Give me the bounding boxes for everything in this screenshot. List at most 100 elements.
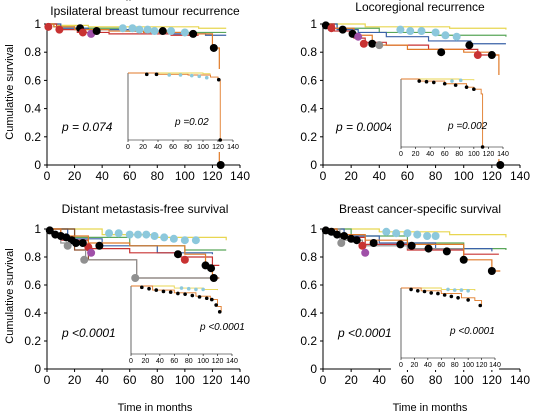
inset-3-censor-mark [179,286,184,290]
inset-2-x-tick-label: 120 [483,151,495,158]
inset-4-x-tick-label: 140 [489,362,501,369]
inset-4-x-tick-label: 80 [451,362,459,369]
inset-p-value-label: p =0.02 [174,117,209,128]
panel-1-censor-mark [189,29,198,38]
inset-4-censor-mark [459,288,464,292]
panel-2-censor-mark [375,41,384,50]
panel-2-y-tick-label: 0.4 [300,102,317,116]
inset-1-censor-mark [218,138,223,142]
inset-background [391,75,507,159]
panel-4-censor-mark [333,230,342,239]
panel-3-x-tick-label: 40 [95,373,109,387]
inset-1-x-tick-label: 40 [154,144,162,151]
inset-3-censor-mark [183,292,187,296]
panel-1-censor-mark [150,27,159,36]
inset-3-x-tick-label: 0 [129,358,133,365]
inset-1-x-tick-label: 20 [139,144,147,151]
panel-3-x-tick-label: 20 [68,373,82,387]
panel-2-censor-mark [338,25,347,34]
inset-3-censor-mark [204,296,209,301]
inset-2-x-tick-label: 80 [455,151,463,158]
inset-1-censor-mark [144,72,149,77]
inset-2-censor-mark [472,87,476,91]
panel-1-y-tick-label: 1 [34,17,41,31]
panel-4-censor-mark [442,247,451,256]
panel-4-x-tick-label: 60 [401,373,415,387]
panel-2-censor-mark [473,51,482,60]
panel-3-censor-mark [45,226,54,235]
inset-background [391,284,499,370]
panel-1-censor-mark [118,24,127,33]
inset-3-x-tick-label: 60 [170,358,178,365]
inset-4-censor-mark [466,298,470,302]
ylabel-top: Cumulative survival [4,44,16,139]
p-value-label: p = 0.0004 [335,120,393,134]
panel-4-censor-mark [459,255,468,264]
inset-3-censor-mark [214,303,218,307]
inset-2-censor-mark [464,85,469,89]
panel-1-y-tick-label: 0.6 [24,73,41,87]
inset-2-censor-mark [417,79,422,83]
inset-1-x-tick-label: 120 [212,144,224,151]
inset-4-x-tick-label: 0 [399,362,403,369]
inset-4: 0204060801001201401p <0.0001 [391,0,501,370]
panel-4-censor-mark [487,267,496,275]
inset-4-x-tick-label: 20 [411,362,419,369]
panel-2-y-tick-label: 0.8 [300,45,317,59]
panel-title: Breast cancer-specific survival [339,202,501,216]
inset-3-censor-mark [186,286,191,291]
inset-3-x-tick-label: 80 [185,358,193,365]
inset-1-censor-mark [216,77,221,82]
inset-1-censor-mark [167,73,172,77]
panel-4-x-tick-label: 120 [482,373,502,387]
panel-3-censor-mark [87,248,96,257]
panel-3-y-tick-label: 0.4 [24,306,41,320]
panel-2-censor-mark [406,27,415,36]
panel-3-censor-mark [78,239,87,247]
panel-1-censor-mark [216,161,225,169]
panel-2-y-tick-label: 0 [310,158,317,172]
panel-3-censor-mark [191,236,200,245]
panel-4-y-tick-label: 0.2 [300,334,317,348]
inset-2-y-tick-label: 1 [394,0,398,2]
panel-title: Distant metastasis-free survival [62,202,229,216]
panel-3-censor-mark [105,229,114,238]
inset-3-censor-mark [176,291,180,296]
panel-1-censor-mark [135,25,144,34]
inset-2-censor-mark [453,83,458,87]
panel-3-y-tick-label: 0.8 [24,250,41,264]
p-value-label: p = 0.074 [61,120,113,134]
inset-3-censor-mark [210,297,214,302]
inset-2-censor-mark [480,145,485,149]
panel-4-censor-mark [340,232,349,240]
inset-4-censor-mark [429,291,434,295]
panel-2-censor-mark [327,24,336,33]
panel-3-x-tick-label: 100 [175,373,195,387]
panel-4-y-tick-label: 1 [310,222,317,236]
panel-1-y-tick-label: 0.4 [24,102,41,116]
inset-4-censor-mark [456,296,460,300]
inset-p-value-label: p <0.0001 [449,326,495,337]
panel-3-censor-mark [180,255,189,264]
inset-2-x-tick-label: 40 [426,151,434,158]
panel-3-censor-mark [209,274,218,282]
inset-3-censor-mark [161,289,166,294]
inset-3-censor-mark [140,285,144,290]
panel-3: 0 20 40 60 80 100 120 14000.20.40.60.81Distant … [24,0,250,387]
inset-2-censor-mark [442,81,447,86]
panel-3-x-tick-label: 0 [44,373,51,387]
panel-3-censor-mark [80,255,89,264]
panel-4-series-yellow [323,228,507,238]
panel-3-censor-mark [173,250,182,259]
panel-2-x-tick-label: 120 [482,169,502,183]
panel-4-censor-mark [352,236,361,245]
panel-4-censor-mark [403,229,412,238]
inset-4-censor-mark [478,303,483,308]
panel-3-censor-mark [63,241,72,250]
inset-1-censor-mark [189,73,194,78]
inset-2-censor-mark [424,79,429,84]
inset-3-x-tick-label: 20 [142,358,150,365]
inset-1-censor-mark [154,72,159,77]
panel-4-censor-mark [424,244,433,253]
